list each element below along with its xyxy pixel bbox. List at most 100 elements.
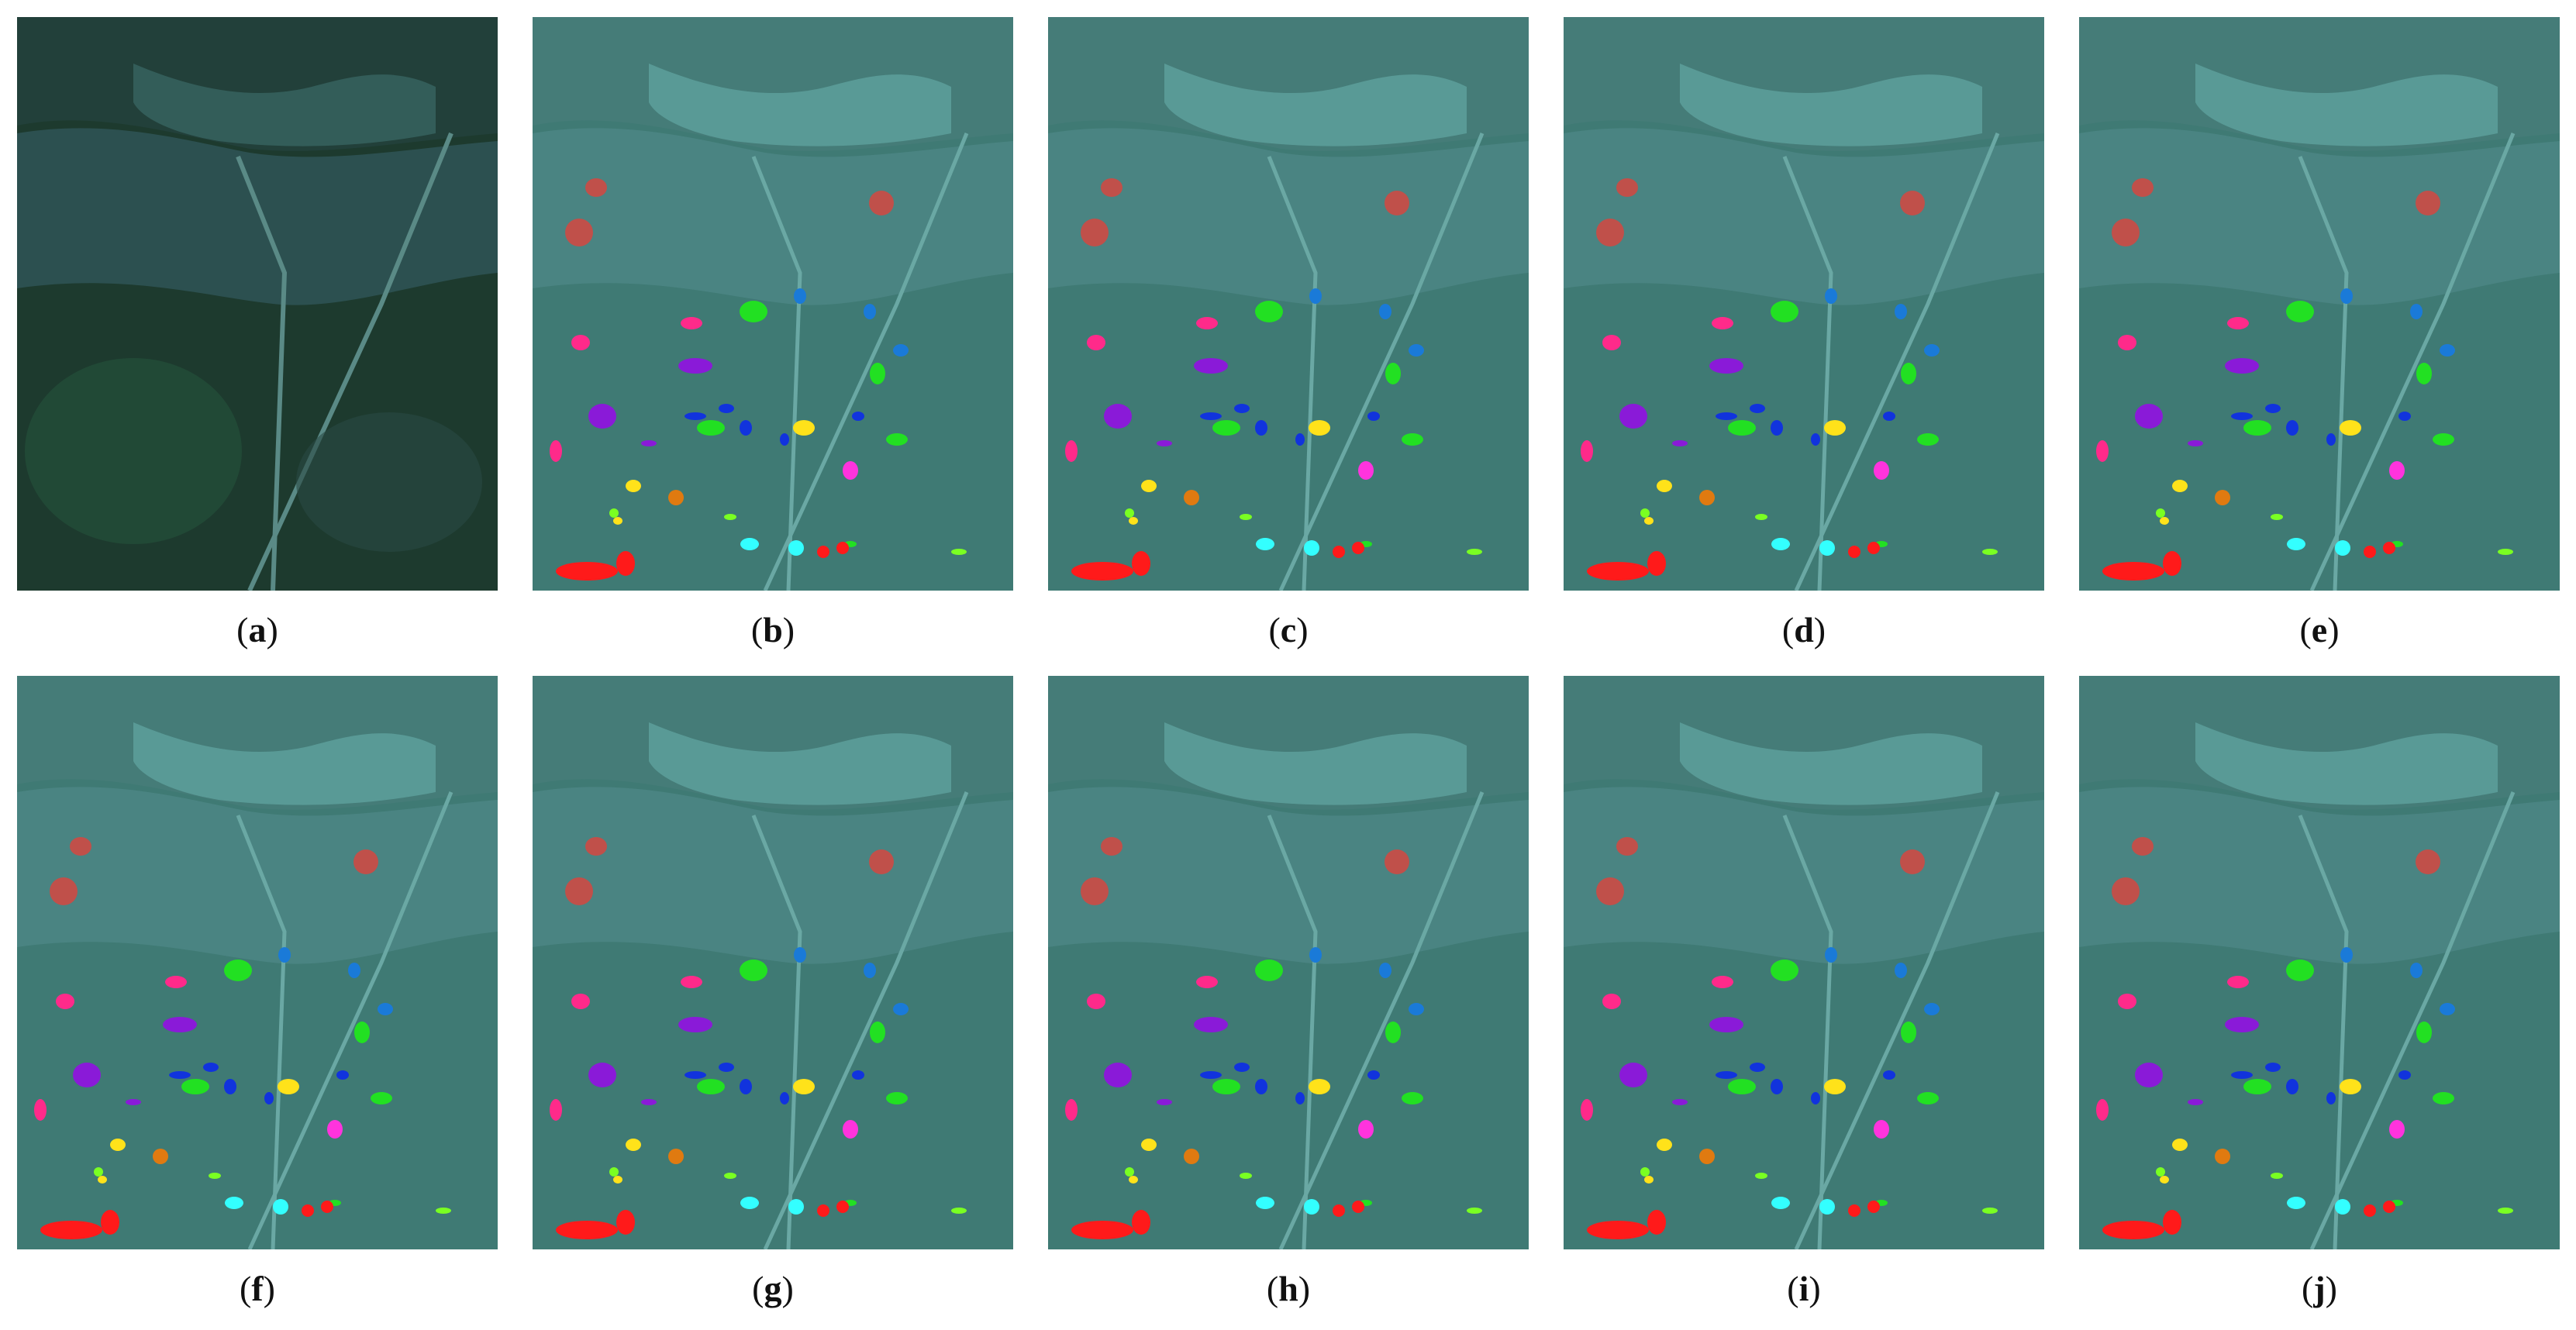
class-region-purple (1157, 1099, 1172, 1105)
class-region-magenta (1065, 1099, 1078, 1121)
class-region-skyblue (893, 1003, 909, 1015)
class-region-blue (1255, 1079, 1267, 1094)
class-region-magenta (1087, 994, 1105, 1009)
urban-area (1680, 64, 1982, 146)
class-region-brick (2416, 849, 2440, 874)
class-region-blue (2231, 412, 2253, 420)
panel-caption: (j) (2302, 1269, 2337, 1308)
class-region-skyblue (2440, 1003, 2455, 1015)
class-region-purple (73, 1063, 101, 1087)
bridge-road (236, 155, 288, 591)
classification-map (1564, 676, 2044, 1249)
class-region-red (1848, 1204, 1860, 1217)
class-region-green (870, 363, 885, 384)
class-region-cyan (788, 540, 804, 556)
class-region-magenta (1065, 440, 1078, 462)
class-region-lime (951, 1208, 967, 1214)
class-region-purple (1194, 358, 1228, 374)
class-region-green (1385, 363, 1401, 384)
image-canvas (2079, 17, 2560, 591)
class-region-green (1255, 301, 1283, 322)
class-region-blue (336, 1070, 349, 1080)
class-region-lime (1125, 508, 1134, 518)
class-region-pink (1358, 461, 1374, 480)
class-region-skyblue (1924, 1003, 1940, 1015)
urban-area (1164, 64, 1467, 146)
class-region-brick (1596, 877, 1624, 905)
class-region-red (101, 1210, 119, 1235)
image-canvas (17, 17, 498, 591)
class-region-red (1333, 546, 1345, 558)
panel-caption: (f) (240, 1269, 275, 1308)
class-region-skyblue (278, 947, 291, 963)
class-region-magenta (1581, 440, 1593, 462)
class-region-brick (1385, 849, 1409, 874)
urban-area (1164, 722, 1467, 805)
class-region-green (2286, 960, 2314, 981)
class-region-green (1255, 960, 1283, 981)
class-region-lime (2498, 549, 2513, 555)
class-region-green (371, 1092, 392, 1104)
class-region-blue (1295, 433, 1305, 446)
class-region-magenta (2118, 335, 2136, 350)
class-region-green (1212, 1079, 1240, 1094)
caption-letter: i (1798, 1269, 1809, 1308)
class-region-blue (1716, 1071, 1737, 1079)
class-region-skyblue (794, 288, 806, 304)
class-region-brick (565, 219, 593, 246)
class-region-skyblue (1309, 288, 1322, 304)
class-region-skyblue (864, 304, 876, 319)
panel-j (2079, 676, 2560, 1249)
class-region-skyblue (1379, 963, 1391, 978)
class-region-blue (224, 1079, 236, 1094)
class-region-blue (852, 1070, 864, 1080)
class-region-skyblue (348, 963, 360, 978)
class-region-magenta (1087, 335, 1105, 350)
panel-d (1564, 17, 2044, 591)
class-region-red (1647, 1210, 1666, 1235)
class-region-lime (1640, 1167, 1650, 1177)
class-region-red (1587, 1221, 1649, 1239)
class-region-magenta (2227, 976, 2249, 988)
class-region-red (1352, 1201, 1364, 1213)
class-region-lime (1755, 514, 1767, 520)
classification-map (1564, 17, 2044, 591)
class-region-magenta (571, 994, 590, 1009)
caption-letter: d (1794, 610, 1814, 649)
class-region-skyblue (2410, 963, 2423, 978)
class-region-lime (2271, 1173, 2283, 1179)
class-region-magenta (1196, 317, 1218, 329)
class-region-magenta (681, 976, 702, 988)
class-region-brick (1900, 191, 1925, 215)
class-region-green (1901, 1022, 1916, 1043)
bridge-road (1267, 815, 1318, 1249)
river-water (2079, 787, 2560, 964)
class-region-yellow (793, 420, 815, 436)
class-region-orange (1699, 490, 1715, 505)
class-region-brick (70, 837, 91, 856)
bridge-road (2298, 156, 2349, 591)
panel-a (17, 17, 498, 591)
class-region-red (1587, 562, 1649, 581)
class-region-cyan (1771, 1197, 1790, 1209)
class-region-green (1402, 1092, 1423, 1104)
class-region-purple (1157, 440, 1172, 446)
urban-area (133, 64, 436, 146)
class-region-blue (1295, 1092, 1305, 1104)
image-canvas (1048, 17, 1529, 591)
class-region-purple (1619, 1063, 1647, 1087)
class-region-lime (1467, 1208, 1482, 1214)
class-region-skyblue (1379, 304, 1391, 319)
class-region-green (1212, 420, 1240, 436)
class-region-green (2416, 1022, 2432, 1043)
bridge-road (2298, 815, 2349, 1249)
class-region-green (1917, 1092, 1939, 1104)
class-region-red (2163, 551, 2181, 576)
caption-letter: c (1280, 610, 1297, 649)
class-region-green (2243, 420, 2271, 436)
class-region-yellow (2340, 1079, 2361, 1094)
class-region-skyblue (1309, 947, 1322, 963)
class-region-red (1352, 542, 1364, 554)
class-region-lime (1125, 1167, 1134, 1177)
class-region-lime (609, 508, 619, 518)
